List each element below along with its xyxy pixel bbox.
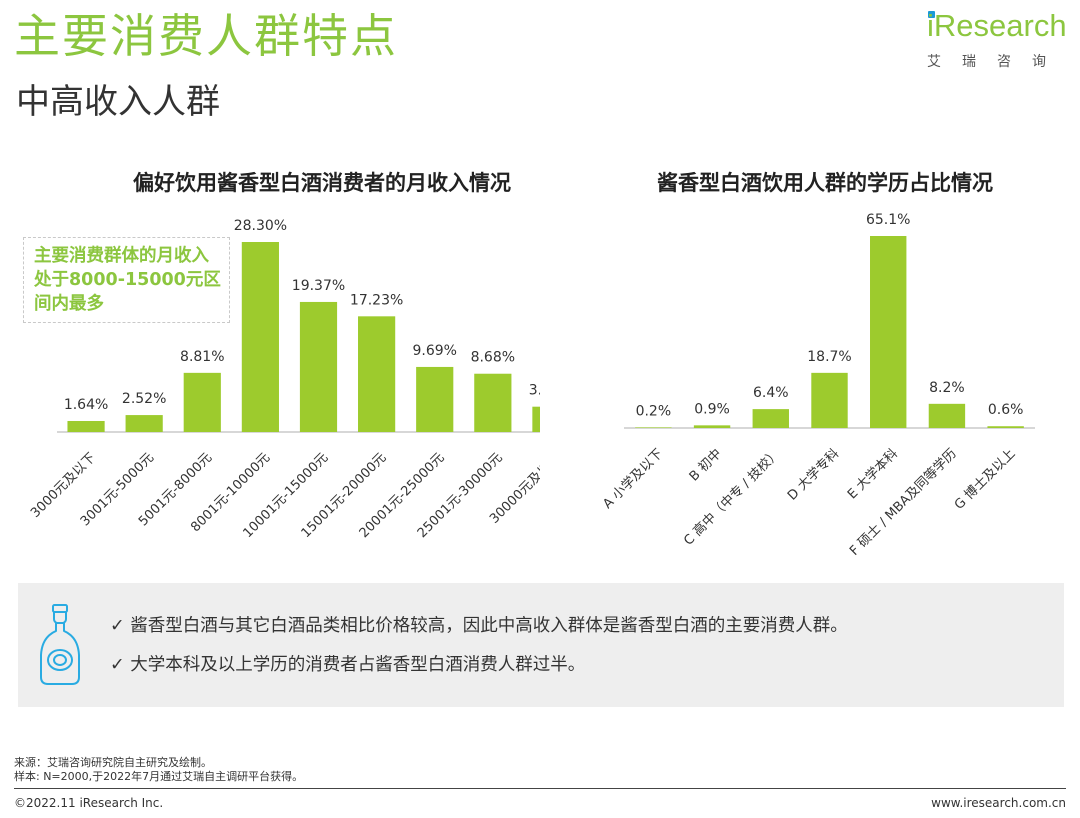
bar-7 bbox=[416, 366, 454, 432]
chart-title: 酱香型白酒饮用人群的学历占比情况 bbox=[657, 171, 993, 195]
data-label: 8.81% bbox=[180, 349, 224, 365]
page-title: 主要消费人群特点 bbox=[14, 9, 398, 63]
logo-subtitle: 艾瑞咨询 bbox=[927, 54, 1067, 70]
data-label: 0.6% bbox=[988, 402, 1024, 418]
data-label: 0.2% bbox=[636, 403, 672, 419]
data-label: 3.77% bbox=[529, 383, 540, 399]
bar-8 bbox=[474, 373, 512, 432]
bar-5 bbox=[870, 236, 907, 428]
data-label: 9.69% bbox=[412, 343, 456, 359]
category-tick-label: A 小学及以下 bbox=[600, 446, 666, 512]
data-label: 2.52% bbox=[122, 391, 166, 407]
income-callout-box: 主要消费群体的月收入处于8000-15000元区间内最多 bbox=[23, 237, 230, 323]
category-tick-label: C 高中（中专 / 技校） bbox=[680, 446, 783, 549]
data-label: 1.64% bbox=[64, 397, 108, 413]
education-bar-chart: 酱香型白酒饮用人群的学历占比情况 0.2% A 小学及以下 0.9% B 初中 6.4% C… bbox=[600, 171, 1035, 559]
bar-7 bbox=[987, 426, 1024, 428]
category-tick-label: E 大学本科 bbox=[844, 446, 901, 503]
bar-6 bbox=[358, 316, 396, 432]
category-tick-label: F 硕士 / MBA及同等学历 bbox=[846, 446, 959, 559]
bar-5 bbox=[299, 301, 338, 432]
page-subtitle: 中高收入人群 bbox=[16, 82, 220, 122]
data-label: 8.68% bbox=[471, 350, 515, 366]
website-link-text: www.iresearch.com.cn bbox=[931, 796, 1066, 810]
footer-divider bbox=[14, 788, 1066, 789]
bar-6 bbox=[928, 403, 966, 428]
summary-box: ✓ 酱香型白酒与其它白酒品类相比价格较高，因此中高收入群体是酱香型白酒的主要消费… bbox=[18, 583, 1064, 707]
summary-point-2: ✓ 大学本科及以上学历的消费者占酱香型白酒消费人群过半。 bbox=[110, 655, 586, 675]
bar-2 bbox=[693, 425, 731, 428]
bar-1 bbox=[635, 427, 672, 428]
summary-point-1: ✓ 酱香型白酒与其它白酒品类相比价格较高，因此中高收入群体是酱香型白酒的主要消费… bbox=[110, 616, 848, 636]
bar-1 bbox=[67, 420, 105, 432]
data-label: 18.7% bbox=[807, 349, 851, 365]
iresearch-logo: iResearch 艾瑞咨询 bbox=[925, 4, 1075, 74]
data-label: 19.37% bbox=[292, 278, 345, 294]
data-label: 65.1% bbox=[866, 212, 910, 228]
income-callout-text: 主要消费群体的月收入处于8000-15000元区间内最多 bbox=[34, 246, 221, 314]
data-label: 17.23% bbox=[350, 292, 403, 308]
logo-wordmark: iResearch bbox=[927, 8, 1067, 43]
bar-3 bbox=[183, 372, 221, 432]
chart-title: 偏好饮用酱香型白酒消费者的月收入情况 bbox=[133, 171, 511, 195]
bar-9 bbox=[532, 406, 540, 432]
bar-4 bbox=[811, 372, 848, 428]
data-label: 0.9% bbox=[694, 401, 730, 417]
liquor-bottle-icon bbox=[40, 604, 80, 685]
category-tick-label: G 博士及以上 bbox=[952, 446, 1019, 513]
bar-4 bbox=[241, 242, 279, 432]
data-label: 6.4% bbox=[753, 385, 789, 401]
bar-2 bbox=[125, 415, 163, 432]
income-bar-chart: 偏好饮用酱香型白酒消费者的月收入情况1.64%3000元及以下2.52%3001… bbox=[28, 171, 540, 541]
bar-3 bbox=[752, 409, 789, 428]
source-note: 来源：艾瑞咨询研究院自主研究及绘制。 bbox=[14, 756, 212, 769]
category-tick-label: B 初中 bbox=[687, 446, 725, 484]
data-label: 8.2% bbox=[929, 380, 965, 396]
category-tick-label: D 大学专科 bbox=[784, 446, 842, 504]
copyright-text: ©2022.11 iResearch Inc. bbox=[14, 796, 164, 810]
data-label: 28.30% bbox=[234, 218, 287, 234]
sample-note: 样本: N=2000,于2022年7月通过艾瑞自主调研平台获得。 bbox=[14, 770, 304, 783]
logo-dot-icon bbox=[928, 11, 935, 18]
